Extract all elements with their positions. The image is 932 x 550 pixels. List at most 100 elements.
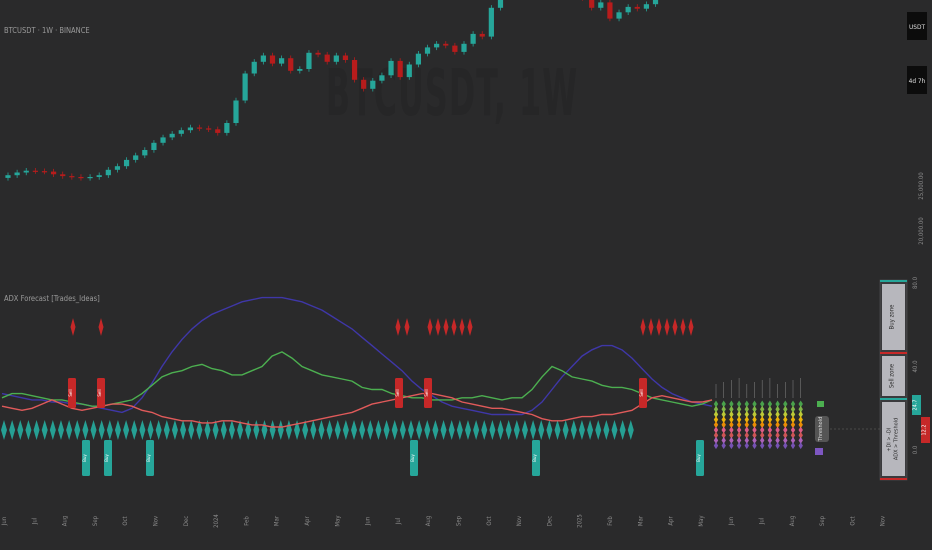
buy-diamond (481, 420, 488, 440)
sell-diamond (404, 318, 410, 336)
time-axis-label: Jun (365, 517, 372, 526)
buy-diamond (424, 420, 431, 440)
sell-label-bg (68, 378, 76, 408)
candle-body (60, 174, 66, 177)
forecast-diamond (775, 416, 780, 424)
candlestick-series (5, 0, 659, 181)
buy-diamond (237, 420, 244, 440)
forecast-diamond (767, 416, 773, 424)
buy-diamond (538, 420, 545, 440)
forecast-diamond (736, 416, 742, 424)
time-axis-label: Jul (759, 518, 766, 526)
buy-diamond (204, 420, 211, 440)
forecast-diamond (744, 410, 749, 418)
time-axis-label: Oct (849, 516, 856, 525)
candle-body (616, 12, 622, 19)
buy-diamond (359, 420, 366, 440)
candle-body (351, 60, 358, 80)
forecast-diamond (798, 405, 803, 413)
symbol-line: BTCUSDT · 1W · BINANCE (4, 26, 90, 35)
buy-diamond (245, 420, 252, 440)
buy-diamond (351, 420, 358, 440)
buy-diamond (554, 420, 561, 440)
candle-body (269, 55, 276, 64)
sell-diamond (648, 318, 654, 336)
candle-body (51, 171, 57, 175)
candle-body (32, 170, 38, 172)
buy-diamond (619, 420, 626, 440)
forecast-diamond (775, 426, 780, 434)
buy-label: Buy (146, 454, 152, 462)
forecast-diamond (729, 416, 734, 424)
indicator-axis-label: 40.0 (912, 360, 919, 373)
forecast-diamond (783, 442, 788, 450)
time-axis-label: Sep (819, 515, 826, 526)
sell-signal-row (70, 318, 694, 336)
buy-diamond (66, 420, 73, 440)
forecast-diamond (790, 421, 796, 429)
buy-diamond (82, 420, 89, 440)
forecast-diamond (767, 421, 773, 429)
forecast-diamond (744, 416, 749, 424)
candle-body (607, 2, 613, 19)
candle-body (297, 69, 303, 71)
forecast-diamond (775, 400, 780, 408)
buy-signal-row (1, 420, 634, 440)
buy-diamond (521, 420, 528, 440)
buy-label-bg (104, 440, 112, 476)
forecast-diamond (736, 410, 742, 418)
candle-body (69, 176, 75, 178)
indicator-line-di (1, 351, 713, 407)
forecast-diamond (783, 436, 788, 444)
currency-badge-bg (907, 12, 927, 40)
threshold-green-mark (817, 401, 824, 407)
sell-label: Sell (395, 389, 401, 396)
buy-label: Buy (104, 454, 110, 462)
candle-body (461, 43, 467, 52)
buy-diamond (1, 420, 7, 440)
candle-body (105, 169, 111, 176)
symbol-watermark: BTCUSDT, 1W (326, 57, 578, 131)
forecast-diamond (760, 400, 765, 408)
candle-body (233, 100, 239, 123)
buy-diamond (440, 420, 447, 440)
forecast-diamond (767, 436, 773, 444)
buy-label-bg (532, 440, 540, 476)
buy-diamond (399, 420, 406, 440)
buy-diamond (253, 420, 260, 440)
buy-diamond (147, 420, 154, 440)
candle-body (470, 33, 476, 44)
legend-condition-line-2: ADX > Threshold (894, 418, 900, 460)
forecast-diamond (713, 400, 719, 408)
buy-diamond (310, 420, 317, 440)
candle-body (406, 64, 412, 78)
time-axis-label: Feb (607, 516, 614, 526)
forecast-diamond (798, 416, 803, 424)
threshold-label: Threshold (818, 417, 824, 442)
currency-badge[interactable]: USDT (909, 23, 925, 31)
sell-diamond (640, 318, 646, 336)
forecast-diamond (729, 436, 734, 444)
forecast-diamond (775, 421, 780, 429)
forecast-diamond (721, 416, 726, 424)
sell-diamond (443, 318, 449, 336)
sell-label-bg (97, 378, 105, 408)
sell-label: Sell (424, 389, 430, 396)
price-axis-label: 20,000.00 (918, 217, 925, 245)
candle-body (142, 150, 148, 156)
buy-diamond (74, 420, 81, 440)
candle-body (342, 55, 349, 60)
candle-body (397, 60, 403, 78)
buy-diamond (220, 420, 227, 440)
candle-body (598, 2, 604, 8)
badge-a: 24.7 (913, 399, 919, 410)
forecast-diamond (760, 436, 765, 444)
forecast-diamond (790, 405, 796, 413)
forecast-diamond (729, 426, 734, 434)
countdown-badge: 4d 7h (909, 77, 926, 85)
forecast-diamond (790, 410, 796, 418)
indicator-lines (1, 296, 713, 428)
candle-body (315, 52, 321, 55)
time-axis-label: Nov (880, 515, 887, 526)
forecast-diamond (798, 410, 803, 418)
